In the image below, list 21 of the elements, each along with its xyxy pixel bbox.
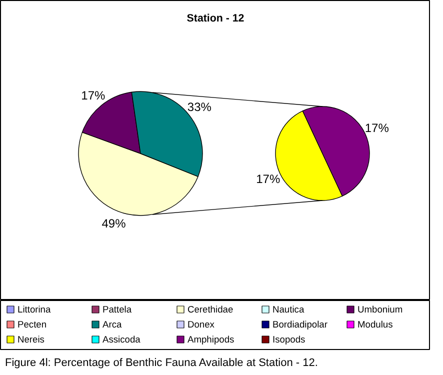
data-label: 17%: [256, 172, 280, 186]
legend-label: Donex: [188, 320, 215, 330]
legend-label: Isopods: [272, 334, 306, 344]
legend-label: Umbonium: [358, 304, 403, 314]
legend-label: Pecten: [18, 320, 47, 330]
data-label: 49%: [102, 216, 126, 231]
legend-label: Cerethidae: [188, 304, 234, 314]
legend-label: Bordiadipolar: [272, 320, 328, 330]
legend-label: Littorina: [18, 304, 52, 314]
data-label: 17%: [81, 88, 106, 102]
caption: Figure 4l: Percentage of Benthic Fauna Available at Station - 12.: [5, 356, 318, 371]
legend-label: Amphipods: [188, 334, 235, 344]
data-label: 33%: [187, 100, 212, 114]
legend-label: Arca: [102, 320, 122, 330]
legend-label: Nautica: [272, 304, 305, 314]
data-label: 17%: [364, 121, 390, 136]
legend-label: Assicoda: [102, 334, 142, 344]
chart-title: Station - 12: [186, 12, 244, 24]
legend-label: Pattela: [102, 304, 132, 314]
legend-label: Modulus: [358, 320, 394, 330]
legend-label: Nereis: [18, 334, 45, 344]
